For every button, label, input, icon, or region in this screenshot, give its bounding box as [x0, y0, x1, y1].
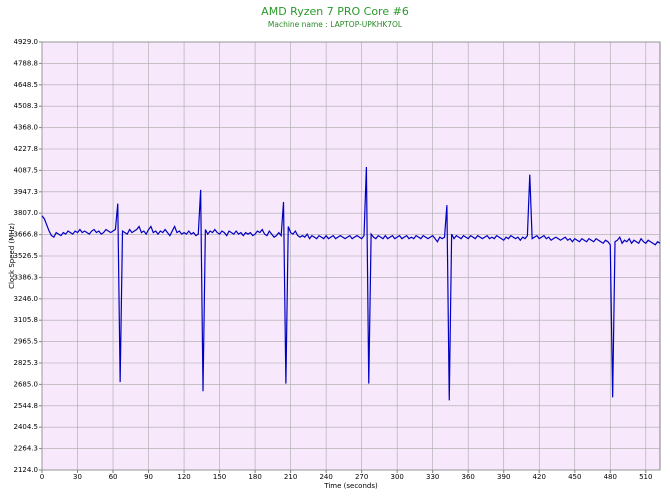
x-tick-label: 450: [568, 473, 581, 481]
y-tick-label: 4648.5: [14, 81, 39, 89]
x-tick-label: 60: [109, 473, 118, 481]
x-tick-label: 210: [284, 473, 297, 481]
clock-line: [41, 166, 661, 401]
y-tick-label: 2965.5: [14, 338, 39, 346]
x-tick-label: 420: [533, 473, 546, 481]
chart-title: AMD Ryzen 7 PRO Core #6: [261, 5, 409, 18]
y-tick-label: 3386.3: [14, 273, 39, 281]
x-tick-label: 120: [177, 473, 190, 481]
x-tick-label: 270: [355, 473, 368, 481]
x-tick-label: 390: [497, 473, 510, 481]
y-tick-label: 2124.0: [14, 466, 39, 474]
x-tick-label: 0: [40, 473, 44, 481]
y-axis-label: Clock Speed (MHz): [8, 223, 16, 289]
x-tick-label: 180: [248, 473, 261, 481]
x-tick-label: 240: [319, 473, 332, 481]
y-tick-label: 2544.8: [14, 402, 39, 410]
y-tick-label: 4508.3: [14, 102, 39, 110]
x-tick-label: 360: [462, 473, 475, 481]
y-tick-label: 4227.8: [14, 145, 39, 153]
y-tick-label: 4368.0: [14, 124, 39, 132]
y-tick-label: 4087.5: [14, 166, 39, 174]
y-tick-label: 3807.0: [14, 209, 39, 217]
y-tick-label: 3666.8: [14, 231, 39, 239]
x-tick-label: 510: [639, 473, 652, 481]
x-tick-label: 480: [604, 473, 617, 481]
x-axis-label: Time (seconds): [323, 482, 378, 490]
y-tick-label: 3105.8: [14, 316, 39, 324]
y-tick-label: 2404.5: [14, 423, 39, 431]
y-tick-label: 4788.8: [14, 59, 39, 67]
x-tick-label: 30: [73, 473, 82, 481]
x-tick-label: 300: [390, 473, 403, 481]
chart-subtitle: Machine name : LAPTOP-UPKHK7OL: [268, 20, 403, 29]
y-tick-label: 3947.3: [14, 188, 39, 196]
x-tick-label: 330: [426, 473, 439, 481]
y-tick-label: 2264.3: [14, 445, 39, 453]
y-tick-label: 3246.0: [14, 295, 39, 303]
y-tick-label: 2825.3: [14, 359, 39, 367]
y-tick-label: 4929.0: [14, 38, 39, 46]
x-tick-label: 90: [144, 473, 153, 481]
x-tick-label: 150: [213, 473, 226, 481]
y-tick-label: 2685.0: [14, 380, 39, 388]
y-tick-label: 3526.5: [14, 252, 39, 260]
